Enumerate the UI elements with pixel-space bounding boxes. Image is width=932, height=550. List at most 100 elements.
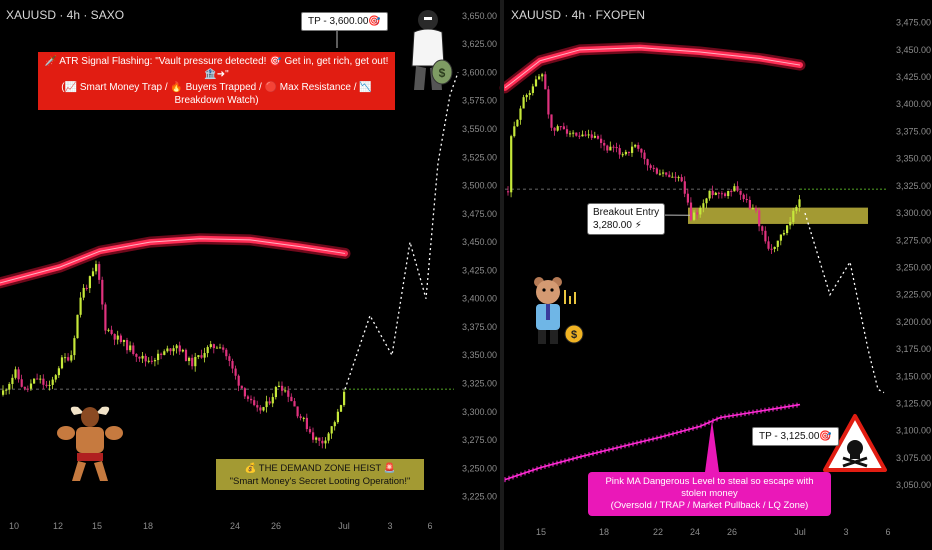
candle-body <box>36 378 39 380</box>
candle-body <box>234 368 237 376</box>
candle-body <box>194 356 197 367</box>
ma-band-core <box>0 238 346 284</box>
x-tick-label: 24 <box>690 527 700 537</box>
candle-body <box>593 135 596 138</box>
candle-body <box>26 388 29 390</box>
candle-body <box>525 94 528 98</box>
candle-body <box>789 221 792 226</box>
candle-body <box>281 385 284 391</box>
candle-body <box>507 191 510 193</box>
candle-body <box>779 234 782 241</box>
candle-body <box>693 212 696 220</box>
candle-body <box>79 297 82 315</box>
candle-body <box>336 411 339 423</box>
candle-body <box>150 360 153 362</box>
candle-body <box>76 314 79 339</box>
candle-body <box>98 264 101 280</box>
candle-body <box>73 338 76 356</box>
candle-body <box>101 279 104 305</box>
candle-body <box>643 152 646 160</box>
y-tick-label: 3,050.00 <box>896 480 931 490</box>
y-tick-label: 3,500.00 <box>462 181 497 191</box>
candle-body <box>655 168 658 174</box>
candle-body <box>5 389 8 391</box>
candle-body <box>64 357 67 359</box>
candle-body <box>312 432 315 440</box>
y-tick-label: 3,550.00 <box>462 124 497 134</box>
candle-body <box>776 240 779 247</box>
candle-body <box>671 176 674 178</box>
candle-body <box>200 355 203 358</box>
candle-body <box>259 407 262 411</box>
candle-body <box>95 264 98 272</box>
candle-body <box>674 176 677 178</box>
candle-body <box>11 377 14 384</box>
candle-body <box>730 191 733 193</box>
candle-body <box>711 190 714 196</box>
y-tick-label: 3,400.00 <box>896 99 931 109</box>
candle-body <box>132 345 135 355</box>
candle-body <box>212 344 215 349</box>
y-tick-label: 3,100.00 <box>896 426 931 436</box>
candle-body <box>519 108 522 120</box>
candle-body <box>792 210 795 222</box>
x-tick-label: 12 <box>53 521 63 531</box>
candle-body <box>82 287 85 298</box>
candle-body <box>116 335 119 340</box>
candle-body <box>631 146 634 153</box>
candle-body <box>584 134 587 136</box>
candle-body <box>126 340 129 351</box>
x-tick-label: 10 <box>9 521 19 531</box>
candle-body <box>541 74 544 77</box>
candle-body <box>17 369 20 380</box>
y-tick-label: 3,625.00 <box>462 39 497 49</box>
ma-band-core <box>504 47 801 89</box>
x-tick-label: Jul <box>794 527 806 537</box>
candle-body <box>265 401 268 408</box>
candle-body <box>696 212 699 215</box>
candle-body <box>528 92 531 95</box>
candle-body <box>748 200 751 209</box>
x-tick-label: 18 <box>143 521 153 531</box>
atr-signal-banner: 🗡️ ATR Signal Flashing: "Vault pressure … <box>38 52 395 110</box>
candle-body <box>20 379 23 387</box>
candle-body <box>590 134 593 138</box>
danger-skull-sign-icon <box>823 414 887 472</box>
candle-body <box>534 79 538 87</box>
y-tick-label: 3,375.00 <box>896 126 931 136</box>
y-tick-label: 3,250.00 <box>896 262 931 272</box>
candle-body <box>256 405 259 408</box>
y-tick-label: 3,275.00 <box>462 435 497 445</box>
candle-body <box>206 347 209 354</box>
atr-signal-line-2: (📈 Smart Money Trap / 🔥 Buyers Trapped /… <box>61 82 372 106</box>
candle-body <box>147 360 150 362</box>
right-symbol-title: XAUUSD · 4h · FXOPEN <box>511 8 646 22</box>
candle-body <box>33 378 36 384</box>
y-tick-label: 3,425.00 <box>462 265 497 275</box>
y-tick-label: 3,325.00 <box>896 181 931 191</box>
candle-body <box>770 248 773 250</box>
candle-body <box>562 126 565 130</box>
y-tick-label: 3,250.00 <box>462 463 497 473</box>
candle-body <box>575 132 578 136</box>
y-tick-label: 3,300.00 <box>896 208 931 218</box>
candle-body <box>624 151 627 155</box>
candle-body <box>197 355 200 357</box>
candle-body <box>621 154 624 156</box>
x-tick-label: 3 <box>843 527 848 537</box>
candle-body <box>714 192 717 196</box>
y-tick-label: 3,150.00 <box>896 371 931 381</box>
candle-body <box>755 208 758 211</box>
x-tick-label: 6 <box>885 527 890 537</box>
svg-text:$: $ <box>571 329 577 341</box>
candle-body <box>181 349 184 352</box>
candle-body <box>627 151 631 153</box>
x-tick-label: 3 <box>387 521 392 531</box>
candle-body <box>188 357 191 361</box>
candle-body <box>153 360 157 362</box>
candle-body <box>160 353 163 355</box>
x-tick-label: 15 <box>536 527 546 537</box>
candle-body <box>531 86 534 93</box>
candle-body <box>736 186 739 191</box>
candle-body <box>634 144 637 147</box>
